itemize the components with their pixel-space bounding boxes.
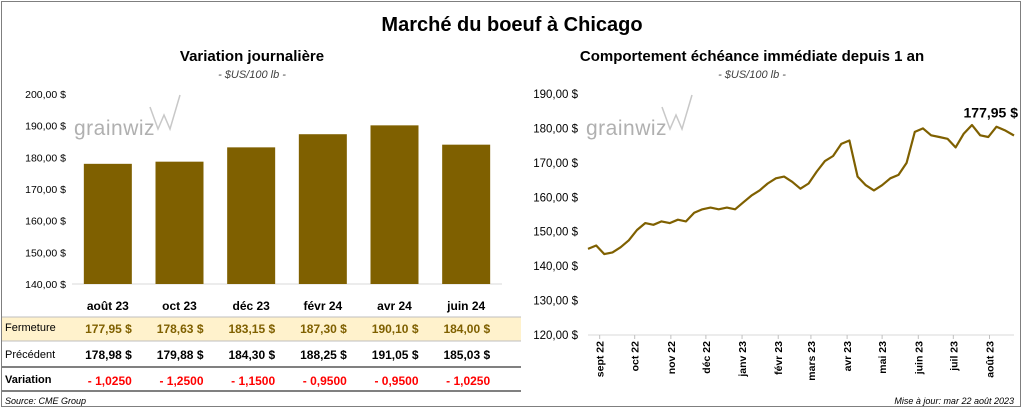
right-y-tick-label: 140,00 $	[533, 261, 578, 273]
right-x-tick-label: juil 23	[948, 341, 960, 372]
close-cell: 184,00 $	[443, 322, 491, 336]
right-chart-unit: - $US/100 lb -	[718, 69, 786, 81]
right-x-tick-label: sept 22	[595, 341, 607, 377]
right-x-tick-label: févr 23	[773, 341, 785, 375]
right-y-tick-label: 150,00 $	[533, 227, 578, 239]
right-y-tick-label: 190,00 $	[533, 89, 578, 101]
right-x-tick-label: août 23	[984, 341, 996, 378]
update-note: Mise à jour: mar 22 août 2023	[894, 396, 1014, 406]
right-x-tick-label: avr 23	[842, 341, 854, 372]
bar	[227, 147, 276, 284]
left-chart-title: Variation journalière	[179, 48, 325, 65]
left-y-tick-label: 190,00 $	[25, 121, 66, 133]
left-chart-unit: - $US/100 lb -	[218, 69, 286, 81]
prev-cell: 178,98 $	[85, 348, 132, 362]
variation-row-label: Variation	[5, 374, 52, 386]
right-chart-title: Comportement échéance immédiate depuis 1…	[579, 48, 925, 65]
prev-cell: 191,05 $	[371, 348, 419, 362]
main-title: Marché du boeuf à Chicago	[381, 14, 643, 36]
right-x-tick-label: nov 22	[666, 341, 678, 374]
left-y-tick-label: 150,00 $	[25, 247, 66, 259]
right-x-tick-label: oct 22	[630, 341, 642, 372]
right-x-tick-label: janv 23	[737, 341, 749, 378]
left-y-tick-label: 140,00 $	[25, 279, 66, 291]
left-y-tick-label: 200,00 $	[25, 89, 66, 101]
variation-cell: - 0,9500	[374, 374, 419, 388]
right-y-tick-label: 170,00 $	[533, 158, 578, 170]
grainwiz-logo-left: grainwiz	[74, 117, 156, 140]
source-note: Source: CME Group	[5, 396, 87, 406]
variation-cell: - 1,0250	[87, 374, 132, 388]
left-y-tick-label: 160,00 $	[25, 216, 66, 228]
right-y-tick-label: 180,00 $	[533, 123, 578, 135]
right-y-tick-label: 160,00 $	[533, 192, 578, 204]
variation-cell: - 1,0250	[446, 374, 491, 388]
close-row-band	[2, 317, 521, 341]
left-x-tick-label: oct 23	[162, 299, 197, 313]
close-cell: 187,30 $	[300, 322, 347, 336]
right-x-tick-label: mai 23	[877, 341, 889, 374]
left-x-tick-label: juin 24	[446, 299, 485, 313]
bar	[442, 144, 491, 284]
bar	[298, 134, 347, 284]
prev-cell: 184,30 $	[228, 348, 276, 362]
close-cell: 183,15 $	[228, 322, 276, 336]
left-x-tick-label: avr 24	[377, 299, 412, 313]
right-y-tick-label: 130,00 $	[533, 296, 578, 308]
bar	[155, 161, 204, 284]
variation-cell: - 1,2500	[159, 374, 204, 388]
prev-cell: 179,88 $	[156, 348, 204, 362]
left-x-tick-label: févr 24	[303, 299, 342, 313]
grainwiz-logo-right: grainwiz	[586, 117, 668, 140]
close-cell: 178,63 $	[156, 322, 204, 336]
left-y-tick-label: 180,00 $	[25, 152, 66, 164]
left-y-tick-label: 170,00 $	[25, 184, 66, 196]
right-x-tick-label: juin 23	[913, 341, 925, 375]
prev-cell: 188,25 $	[300, 348, 347, 362]
close-cell: 190,10 $	[371, 322, 419, 336]
logo-wave-mark	[149, 94, 181, 132]
logo-wave-mark	[661, 94, 693, 132]
bar	[370, 125, 419, 284]
last-value-label: 177,95 $	[964, 104, 1019, 120]
close-cell: 177,95 $	[85, 322, 132, 336]
right-y-tick-label: 120,00 $	[533, 330, 578, 342]
right-x-tick-label: mars 23	[806, 341, 818, 381]
prev-row-label: Précédent	[5, 349, 56, 361]
right-x-tick-label: déc 22	[701, 341, 713, 374]
bar	[83, 163, 132, 284]
close-row-label: Fermeture	[5, 322, 56, 334]
prev-cell: 185,03 $	[443, 348, 491, 362]
price-series-line	[587, 123, 1015, 256]
left-x-tick-label: déc 23	[232, 299, 270, 313]
left-x-tick-label: août 23	[87, 299, 129, 313]
variation-cell: - 0,9500	[302, 374, 347, 388]
variation-cell: - 1,1500	[231, 374, 276, 388]
